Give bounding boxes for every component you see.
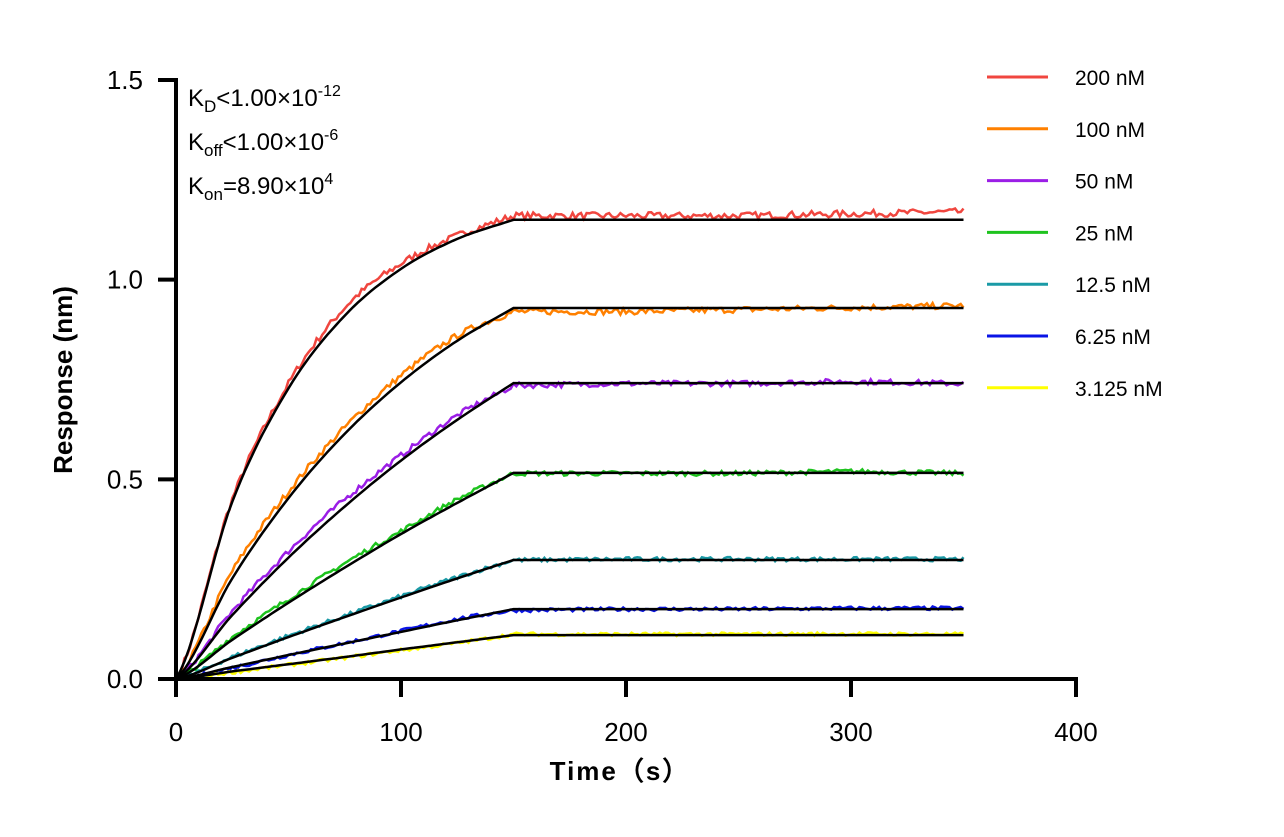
y-tick-label: 1.0 [107, 265, 143, 295]
x-tick-label: 0 [169, 717, 183, 747]
series-line-100-nM [175, 300, 965, 680]
kinetic-constants: KD<1.00×10-12 Koff<1.00×10-6 Kon=8.90×104 [188, 83, 341, 204]
fit-line-6.25-nM [175, 607, 964, 681]
y-tick-label: 0.5 [107, 464, 143, 494]
x-axis-title: Time（s） [550, 756, 691, 786]
x-tick-label: 300 [829, 717, 872, 747]
legend: 200 nM 100 nM 50 nM 25 nM 12.5 nM 6.25 nM 3.12… [987, 67, 1163, 401]
kinetic-constant-off: Koff<1.00×10-6 [188, 127, 338, 160]
legend-label: 3.125 nM [1075, 378, 1163, 401]
series-line-6.25-nM [175, 605, 965, 681]
legend-label: 200 nM [1075, 67, 1145, 90]
series-line-25-nM [175, 467, 965, 681]
kinetic-constant-D: KD<1.00×10-12 [188, 83, 341, 116]
y-tick-label: 1.5 [107, 65, 143, 95]
fit-line-3.125-nM [175, 633, 964, 681]
y-axis-title: Response (nm) [48, 286, 78, 474]
legend-label: 12.5 nM [1075, 274, 1151, 297]
fit-line-100-nM [175, 306, 964, 680]
legend-label: 6.25 nM [1075, 326, 1151, 349]
fit-line-50-nM [175, 381, 964, 681]
x-tick-label: 100 [379, 717, 422, 747]
fit-layer [174, 218, 964, 681]
fit-line-200-nM [174, 218, 964, 680]
legend-label: 50 nM [1075, 171, 1133, 194]
series-line-200-nM [174, 206, 965, 680]
y-tick-label: 0.0 [107, 664, 143, 694]
fit-line-12.5-nM [175, 558, 964, 681]
kinetic-constant-on: Kon=8.90×104 [188, 171, 333, 204]
x-tick-label: 400 [1054, 717, 1097, 747]
series-line-12.5-nM [175, 555, 965, 681]
fit-line-25-nM [175, 471, 964, 681]
ticks: 0 100 200 300 400 0.0 0.5 1.0 1.5 [107, 65, 1098, 747]
legend-label: 25 nM [1075, 222, 1133, 245]
legend-label: 100 nM [1075, 119, 1145, 142]
x-tick-label: 200 [604, 717, 647, 747]
